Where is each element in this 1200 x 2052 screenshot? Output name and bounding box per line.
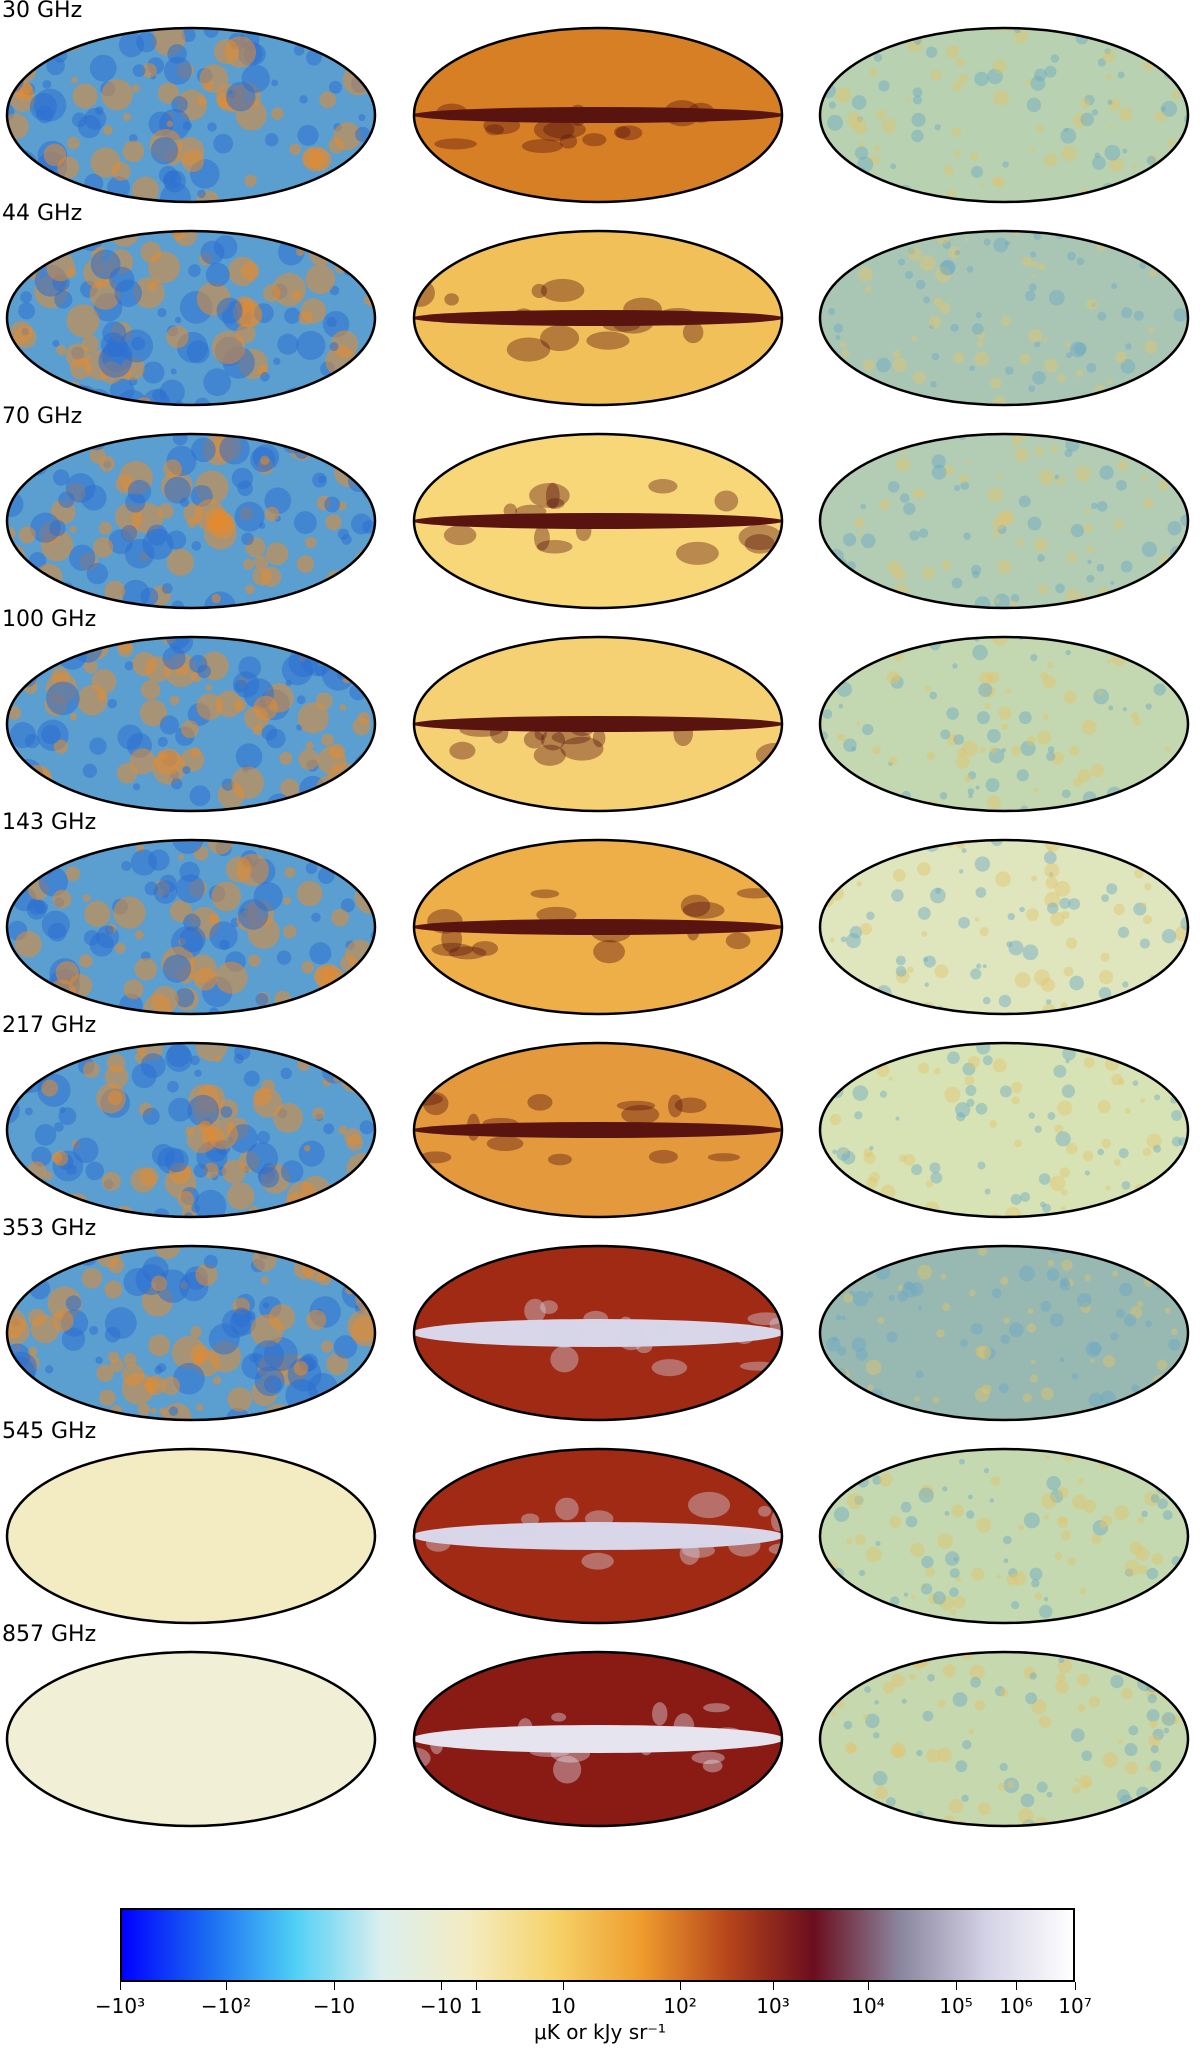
colorbar-tick <box>773 1982 774 1990</box>
colorbar-tick <box>1075 1982 1076 1990</box>
residual-map-4 <box>818 838 1190 1016</box>
frequency-label: 545 GHz <box>2 1419 97 1444</box>
colorbar-tick <box>476 1982 477 1990</box>
colorbar-tick <box>868 1982 869 1990</box>
colorbar-tick <box>563 1982 564 1990</box>
colorbar-unit-label: μK or kJy sr⁻¹ <box>534 2020 666 2044</box>
colorbar-tick-label: −10 <box>312 1994 356 2018</box>
cmb-map-7 <box>5 1447 377 1625</box>
foreground-map-4 <box>412 838 784 1016</box>
sky-maps-grid: 30 GHz 44 GHz 70 GHz 100 GHz 143 GHz 217 GHz 3… <box>2 0 1190 1828</box>
colorbar-tick <box>226 1982 227 1990</box>
foreground-map-3 <box>412 635 784 813</box>
residual-map-3 <box>818 635 1190 813</box>
cmb-map-4 <box>5 838 377 1016</box>
foreground-map-8 <box>412 1650 784 1828</box>
colorbar-tick-label: 10⁴ <box>851 1994 885 2018</box>
cmb-map-1 <box>5 229 377 407</box>
residual-map-1 <box>818 229 1190 407</box>
colorbar-tick-label: 10⁷ <box>1058 1994 1092 2018</box>
residual-map-2 <box>818 432 1190 610</box>
colorbar-tick-label: 10³ <box>756 1994 790 2018</box>
colorbar-tick-label: −10 <box>419 1994 463 2018</box>
residual-map-6 <box>818 1244 1190 1422</box>
colorbar <box>120 1908 1075 1982</box>
foreground-map-0 <box>412 26 784 204</box>
colorbar-tick <box>1016 1982 1017 1990</box>
colorbar-tick-label: 10⁵ <box>939 1994 973 2018</box>
cmb-map-3 <box>5 635 377 813</box>
cmb-map-5 <box>5 1041 377 1219</box>
frequency-label: 100 GHz <box>2 607 97 632</box>
frequency-label: 353 GHz <box>2 1216 97 1241</box>
frequency-label: 217 GHz <box>2 1013 97 1038</box>
colorbar-tick <box>334 1982 335 1990</box>
foreground-map-5 <box>412 1041 784 1219</box>
colorbar-tick-label: −10² <box>200 1994 252 2018</box>
cmb-map-0 <box>5 26 377 204</box>
residual-map-8 <box>818 1650 1190 1828</box>
foreground-map-2 <box>412 432 784 610</box>
foreground-map-1 <box>412 229 784 407</box>
frequency-label: 857 GHz <box>2 1622 97 1647</box>
colorbar-tick-label: 10⁶ <box>999 1994 1033 2018</box>
cmb-map-8 <box>5 1650 377 1828</box>
frequency-label: 70 GHz <box>2 404 83 429</box>
residual-map-7 <box>818 1447 1190 1625</box>
frequency-label: 44 GHz <box>2 201 83 226</box>
colorbar-tick <box>441 1982 442 1990</box>
cmb-map-2 <box>5 432 377 610</box>
colorbar-tick <box>120 1982 121 1990</box>
residual-map-0 <box>818 26 1190 204</box>
colorbar-tick <box>956 1982 957 1990</box>
frequency-label: 30 GHz <box>2 0 83 23</box>
colorbar-tick-label: 1 <box>469 1994 483 2018</box>
foreground-map-6 <box>412 1244 784 1422</box>
frequency-label: 143 GHz <box>2 810 97 835</box>
colorbar-tick <box>680 1982 681 1990</box>
colorbar-tick-label: 10 <box>550 1994 576 2018</box>
colorbar-tick-label: 10² <box>663 1994 697 2018</box>
colorbar-tick-label: −10³ <box>94 1994 146 2018</box>
cmb-map-6 <box>5 1244 377 1422</box>
residual-map-5 <box>818 1041 1190 1219</box>
foreground-map-7 <box>412 1447 784 1625</box>
